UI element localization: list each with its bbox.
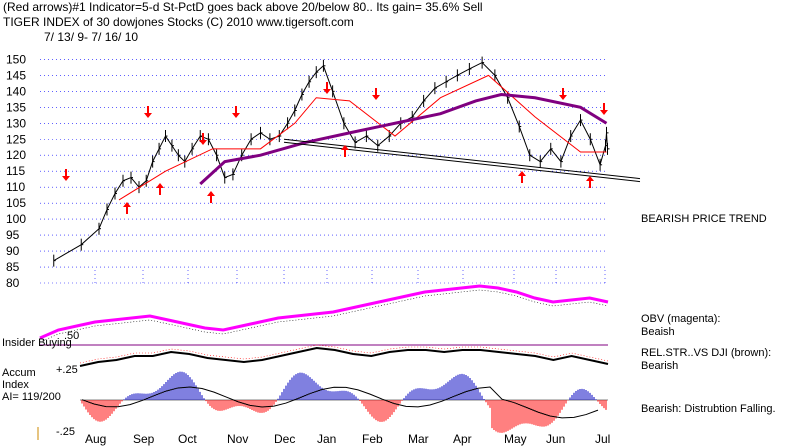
obv-label: OBV (magenta): xyxy=(641,313,721,325)
obv-line xyxy=(39,284,609,340)
y-tick-label: 125 xyxy=(6,132,26,146)
price-line xyxy=(53,61,608,262)
sell-arrow xyxy=(372,88,380,100)
rs-value: Bearish xyxy=(641,360,679,372)
accum-label: Accum xyxy=(2,367,36,379)
y-tick-label: 105 xyxy=(6,196,26,210)
accum-ma-line xyxy=(81,386,599,419)
x-tick-label: Dec xyxy=(274,432,295,446)
buy-arrow xyxy=(518,171,526,183)
header-line-3: 7/ 13/ 9- 7/ 16/ 10 xyxy=(44,30,139,44)
x-tick-label: Mar xyxy=(408,432,429,446)
obv-ma-line xyxy=(39,289,609,343)
x-tick-label: Aug xyxy=(85,432,106,446)
y-tick-label: 140 xyxy=(6,84,26,98)
y-tick-label: 100 xyxy=(6,212,26,226)
ref-m25: -.25 xyxy=(56,426,75,438)
y-tick-label: 130 xyxy=(6,116,26,130)
y-tick-label: 90 xyxy=(6,244,20,258)
ref-25: +.25 xyxy=(56,364,78,376)
sell-arrow xyxy=(62,169,70,181)
accum-note: Bearish: Distrubtion Falling. xyxy=(641,403,776,415)
sell-arrow xyxy=(144,106,152,118)
index-label: Index xyxy=(2,379,29,391)
sell-arrow xyxy=(323,82,331,94)
x-tick-label: Nov xyxy=(227,432,248,446)
y-tick-label: 120 xyxy=(6,148,26,162)
sell-arrow xyxy=(199,133,207,145)
y-tick-label: 80 xyxy=(6,276,20,290)
obv-value: Beaish xyxy=(641,326,675,338)
rel-strength-line xyxy=(79,346,609,367)
x-tick-label: Jun xyxy=(546,432,565,446)
x-tick-label: Apr xyxy=(453,432,472,446)
x-tick-label: Sep xyxy=(133,432,155,446)
buy-arrow xyxy=(207,191,215,203)
sell-arrow xyxy=(559,88,567,100)
buy-arrow xyxy=(586,176,594,188)
buy-arrow xyxy=(123,202,131,214)
sell-arrow xyxy=(232,106,240,118)
sell-arrow xyxy=(600,103,608,115)
rel-strength-ma xyxy=(79,344,609,364)
x-tick-label: Jan xyxy=(317,432,336,446)
ref-50: .50 xyxy=(64,330,80,342)
rs-label: REL.STR..VS DJI (brown): xyxy=(641,347,772,359)
trendline-2 xyxy=(283,141,641,183)
y-tick-label: 135 xyxy=(6,100,26,114)
x-tick-label: Feb xyxy=(362,432,383,446)
y-tick-label: 110 xyxy=(6,180,25,194)
buy-arrow xyxy=(156,183,164,195)
y-tick-label: 95 xyxy=(6,228,20,242)
y-tick-label: 115 xyxy=(6,164,25,178)
insider-label: Insider Buying xyxy=(2,337,72,349)
ai-label: AI= 119/200 xyxy=(2,391,61,403)
header-line-2: TIGER INDEX of 30 dowjones Stocks (C) 20… xyxy=(3,15,354,29)
ma-short-line xyxy=(118,74,607,201)
x-tick-label: Jul xyxy=(595,432,610,446)
buy-arrow xyxy=(341,145,349,157)
y-tick-label: 145 xyxy=(6,68,26,82)
y-tick-label: 85 xyxy=(6,260,20,274)
ma-long-line xyxy=(199,93,608,186)
trend-note: BEARISH PRICE TREND xyxy=(641,213,767,225)
x-tick-label: May xyxy=(504,432,527,446)
y-tick-label: 150 xyxy=(6,52,26,66)
trendline xyxy=(283,138,641,180)
header-line-1: (Red arrows)#1 Indicator=5-d St-PctD goe… xyxy=(3,0,483,14)
x-tick-label: Oct xyxy=(178,432,197,446)
